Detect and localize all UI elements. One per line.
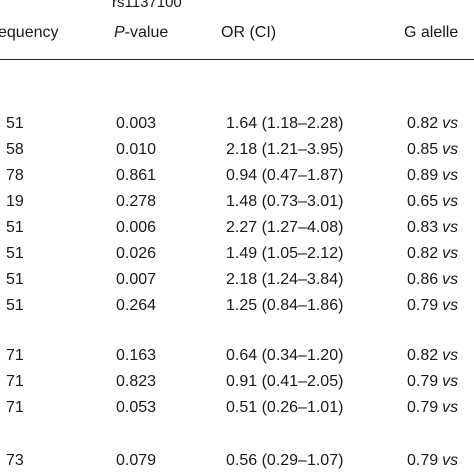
p-value-cell: 0.003 [116, 115, 157, 132]
header-frequency: equency [0, 24, 59, 41]
or-ci-cell: 2.18 (1.24–3.84) [226, 271, 344, 288]
frequency-cell: 19 [6, 193, 24, 210]
vs-text: vs [442, 141, 459, 158]
frequency-cell: 51 [6, 245, 24, 262]
frequency-cell: 51 [6, 297, 24, 314]
frequency-cell: 71 [6, 347, 24, 364]
g-allele-cell: 0.82 vs [407, 244, 458, 264]
g-allele-cell: 0.79 vs [407, 398, 458, 418]
frequency-cell: 71 [6, 399, 24, 416]
header-p-value: P-value [114, 24, 168, 42]
table-row: 71 0.823 0.91 (0.41–2.05) 0.79 vs [0, 372, 474, 392]
p-value-cell: 0.010 [116, 141, 157, 158]
or-ci-cell: 2.18 (1.21–3.95) [226, 141, 344, 158]
or-ci-cell: 0.94 (0.47–1.87) [226, 167, 344, 184]
g-allele-value: 0.85 [407, 141, 439, 158]
g-allele-value: 0.79 [407, 297, 439, 314]
g-allele-value: 0.82 [407, 245, 439, 262]
g-allele-cell: 0.85 vs [407, 140, 458, 160]
g-allele-cell: 0.79 vs [407, 372, 458, 392]
g-allele-cell: 0.79 vs [407, 451, 458, 471]
or-ci-cell: 1.49 (1.05–2.12) [226, 245, 344, 262]
vs-text: vs [442, 115, 459, 132]
g-allele-cell: 0.89 vs [407, 166, 458, 186]
vs-text: vs [442, 193, 459, 210]
p-value-cell: 0.006 [116, 219, 157, 236]
frequency-cell: 51 [6, 271, 24, 288]
vs-text: vs [442, 297, 459, 314]
vs-text: vs [442, 452, 459, 469]
vs-text: vs [442, 399, 459, 416]
snp-label: rs1137100 [112, 0, 182, 11]
table-row: 73 0.079 0.56 (0.29–1.07) 0.79 vs [0, 451, 474, 471]
table-row: 51 0.026 1.49 (1.05–2.12) 0.82 vs [0, 244, 474, 264]
or-ci-cell: 1.64 (1.18–2.28) [226, 115, 344, 132]
table-row: 51 0.264 1.25 (0.84–1.86) 0.79 vs [0, 296, 474, 316]
header-p-italic: P [114, 24, 125, 41]
p-value-cell: 0.278 [116, 193, 157, 210]
vs-text: vs [442, 271, 459, 288]
g-allele-value: 0.79 [407, 373, 439, 390]
g-allele-cell: 0.83 vs [407, 218, 458, 238]
table-row: 19 0.278 1.48 (0.73–3.01) 0.65 vs [0, 192, 474, 212]
p-value-cell: 0.861 [116, 167, 157, 184]
g-allele-value: 0.65 [407, 193, 439, 210]
frequency-cell: 58 [6, 141, 24, 158]
g-allele-value: 0.86 [407, 271, 439, 288]
vs-text: vs [442, 167, 459, 184]
g-allele-cell: 0.86 vs [407, 270, 458, 290]
or-ci-cell: 1.25 (0.84–1.86) [226, 297, 344, 314]
p-value-cell: 0.053 [116, 399, 157, 416]
p-value-cell: 0.026 [116, 245, 157, 262]
g-allele-cell: 0.82 vs [407, 346, 458, 366]
frequency-cell: 73 [6, 452, 24, 469]
p-value-cell: 0.007 [116, 271, 157, 288]
g-allele-value: 0.83 [407, 219, 439, 236]
table-row: 71 0.163 0.64 (0.34–1.20) 0.82 vs [0, 346, 474, 366]
table-row: 58 0.010 2.18 (1.21–3.95) 0.85 vs [0, 140, 474, 160]
frequency-cell: 51 [6, 115, 24, 132]
g-allele-cell: 0.79 vs [407, 296, 458, 316]
header-g-allele: G alelle [404, 24, 459, 41]
or-ci-cell: 0.91 (0.41–2.05) [226, 373, 344, 390]
vs-text: vs [442, 219, 459, 236]
p-value-cell: 0.264 [116, 297, 157, 314]
or-ci-cell: 1.48 (0.73–3.01) [226, 193, 344, 210]
table-row: 51 0.006 2.27 (1.27–4.08) 0.83 vs [0, 218, 474, 238]
g-allele-value: 0.79 [407, 452, 439, 469]
g-allele-value: 0.89 [407, 167, 439, 184]
frequency-cell: 71 [6, 373, 24, 390]
p-value-cell: 0.163 [116, 347, 157, 364]
frequency-cell: 51 [6, 219, 24, 236]
header-rule [0, 59, 474, 60]
table-row: 51 0.007 2.18 (1.24–3.84) 0.86 vs [0, 270, 474, 290]
vs-text: vs [442, 347, 459, 364]
g-allele-cell: 0.65 vs [407, 192, 458, 212]
g-allele-value: 0.82 [407, 347, 439, 364]
table-row: 78 0.861 0.94 (0.47–1.87) 0.89 vs [0, 166, 474, 186]
table-row: 71 0.053 0.51 (0.26–1.01) 0.79 vs [0, 398, 474, 418]
or-ci-cell: 0.56 (0.29–1.07) [226, 452, 344, 469]
frequency-cell: 78 [6, 167, 24, 184]
table-row: 51 0.003 1.64 (1.18–2.28) 0.82 vs [0, 114, 474, 134]
vs-text: vs [442, 245, 459, 262]
header-or-ci: OR (CI) [221, 24, 277, 41]
g-allele-cell: 0.82 vs [407, 114, 458, 134]
p-value-cell: 0.823 [116, 373, 157, 390]
g-allele-value: 0.79 [407, 399, 439, 416]
header-p-suffix: -value [124, 24, 169, 41]
or-ci-cell: 2.27 (1.27–4.08) [226, 219, 344, 236]
p-value-cell: 0.079 [116, 452, 157, 469]
or-ci-cell: 0.64 (0.34–1.20) [226, 347, 344, 364]
or-ci-cell: 0.51 (0.26–1.01) [226, 399, 344, 416]
vs-text: vs [442, 373, 459, 390]
g-allele-value: 0.82 [407, 115, 439, 132]
